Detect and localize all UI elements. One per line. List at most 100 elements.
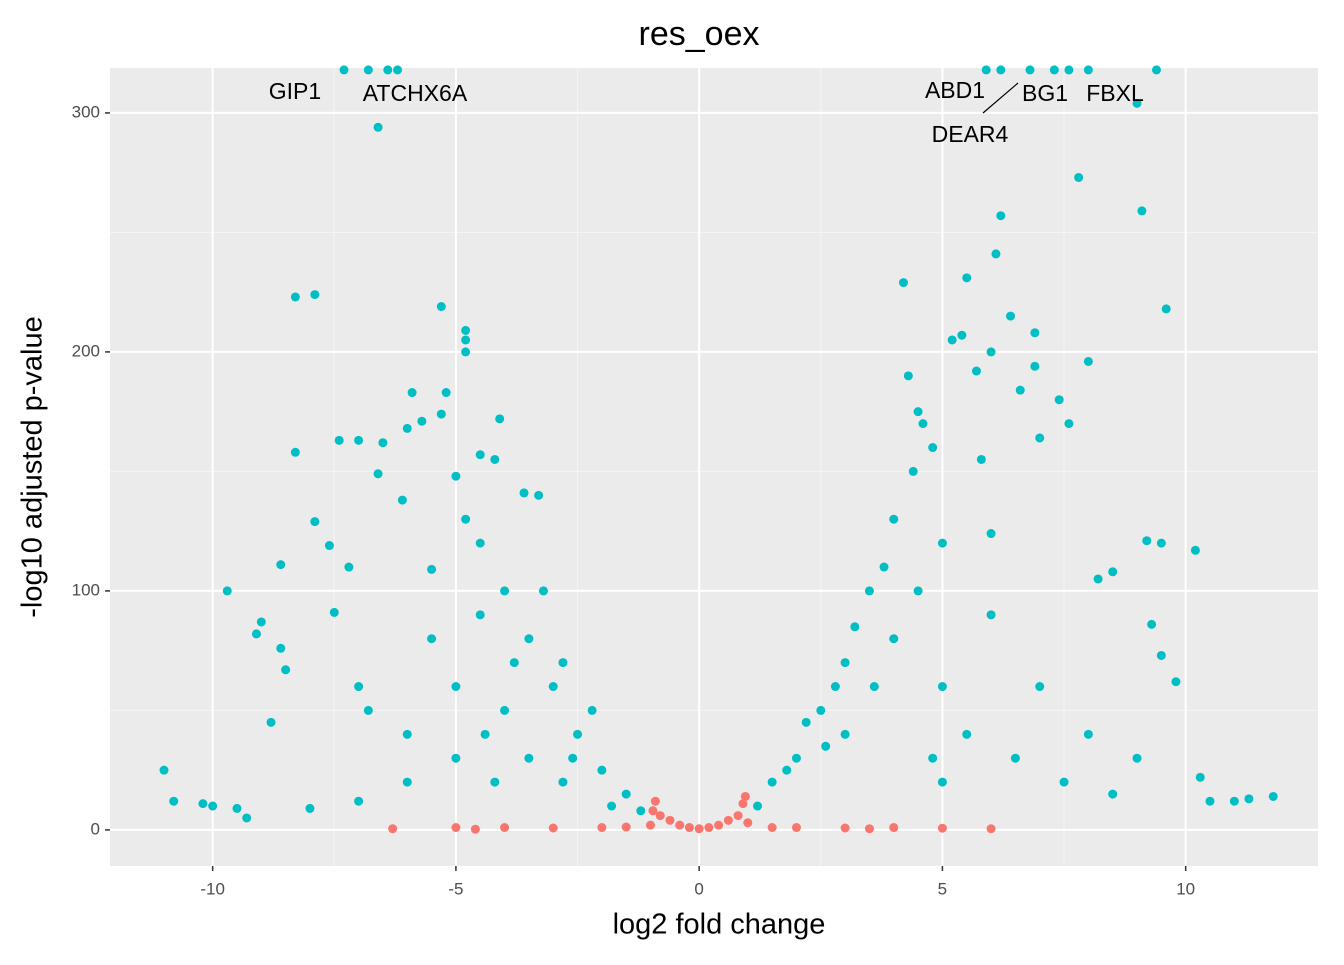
point bbox=[607, 801, 617, 811]
point bbox=[558, 658, 568, 668]
x-tick-label: 5 bbox=[938, 879, 947, 898]
point bbox=[402, 777, 412, 787]
plot-panel bbox=[110, 68, 1318, 866]
point bbox=[665, 815, 675, 825]
point bbox=[996, 65, 1006, 75]
point bbox=[704, 823, 714, 833]
point bbox=[475, 538, 485, 548]
point bbox=[650, 796, 660, 806]
point bbox=[1147, 619, 1157, 629]
point bbox=[587, 705, 597, 715]
point bbox=[402, 729, 412, 739]
point bbox=[937, 682, 947, 692]
point bbox=[305, 803, 315, 813]
x-tick-label: 0 bbox=[694, 879, 703, 898]
point bbox=[597, 765, 607, 775]
point bbox=[986, 347, 996, 357]
point bbox=[957, 330, 967, 340]
point bbox=[339, 65, 349, 75]
point bbox=[889, 823, 899, 833]
point bbox=[767, 777, 777, 787]
point bbox=[1025, 65, 1035, 75]
point bbox=[524, 634, 534, 644]
point bbox=[1093, 574, 1103, 584]
point bbox=[986, 610, 996, 620]
point bbox=[363, 705, 373, 715]
x-axis-label: log2 fold change bbox=[613, 909, 826, 941]
point bbox=[475, 610, 485, 620]
point bbox=[281, 665, 291, 675]
point bbox=[981, 65, 991, 75]
point bbox=[1064, 419, 1074, 429]
point bbox=[675, 820, 685, 830]
point bbox=[383, 65, 393, 75]
point bbox=[388, 824, 398, 834]
point bbox=[1006, 311, 1016, 321]
point bbox=[548, 823, 558, 833]
point bbox=[354, 796, 364, 806]
point bbox=[534, 490, 544, 500]
point bbox=[733, 811, 743, 821]
point bbox=[597, 823, 607, 833]
point-label: DEAR4 bbox=[932, 121, 1009, 147]
point bbox=[791, 753, 801, 763]
point bbox=[378, 438, 388, 448]
point bbox=[354, 435, 364, 445]
point bbox=[908, 466, 918, 476]
point bbox=[976, 454, 986, 464]
point bbox=[242, 813, 252, 823]
point bbox=[648, 806, 658, 816]
point bbox=[636, 806, 646, 816]
point bbox=[393, 65, 403, 75]
point bbox=[159, 765, 169, 775]
point bbox=[276, 643, 286, 653]
point bbox=[573, 729, 583, 739]
point bbox=[986, 824, 996, 834]
point bbox=[864, 824, 874, 834]
x-tick-label: 10 bbox=[1176, 879, 1195, 898]
point bbox=[743, 818, 753, 828]
point bbox=[996, 211, 1006, 221]
point bbox=[1030, 361, 1040, 371]
point bbox=[937, 777, 947, 787]
point bbox=[1083, 65, 1093, 75]
point bbox=[898, 278, 908, 288]
point bbox=[373, 469, 383, 479]
y-tick-label: 300 bbox=[72, 102, 100, 121]
point bbox=[363, 65, 373, 75]
point bbox=[354, 682, 364, 692]
point bbox=[903, 371, 913, 381]
point bbox=[864, 586, 874, 596]
point bbox=[1035, 433, 1045, 443]
point bbox=[986, 529, 996, 539]
point bbox=[753, 801, 763, 811]
point bbox=[1156, 538, 1166, 548]
point bbox=[251, 629, 261, 639]
point bbox=[714, 820, 724, 830]
point bbox=[879, 562, 889, 572]
point bbox=[1064, 65, 1074, 75]
point bbox=[937, 538, 947, 548]
point bbox=[324, 541, 334, 551]
point bbox=[1205, 796, 1215, 806]
point bbox=[1049, 65, 1059, 75]
point bbox=[801, 717, 811, 727]
point bbox=[1030, 328, 1040, 338]
point bbox=[1244, 794, 1254, 804]
point bbox=[1137, 206, 1147, 216]
point bbox=[451, 471, 461, 481]
point-label: GIP1 bbox=[269, 78, 321, 104]
point bbox=[436, 302, 446, 312]
chart-title: res_oex bbox=[639, 15, 760, 53]
point bbox=[310, 290, 320, 300]
point-label: ATCHX6A bbox=[363, 80, 468, 106]
point bbox=[694, 824, 704, 834]
point bbox=[937, 823, 947, 833]
point bbox=[1108, 567, 1118, 577]
point bbox=[1083, 729, 1093, 739]
point bbox=[290, 447, 300, 457]
point bbox=[767, 823, 777, 833]
point bbox=[441, 388, 451, 398]
point bbox=[266, 717, 276, 727]
point bbox=[913, 407, 923, 417]
